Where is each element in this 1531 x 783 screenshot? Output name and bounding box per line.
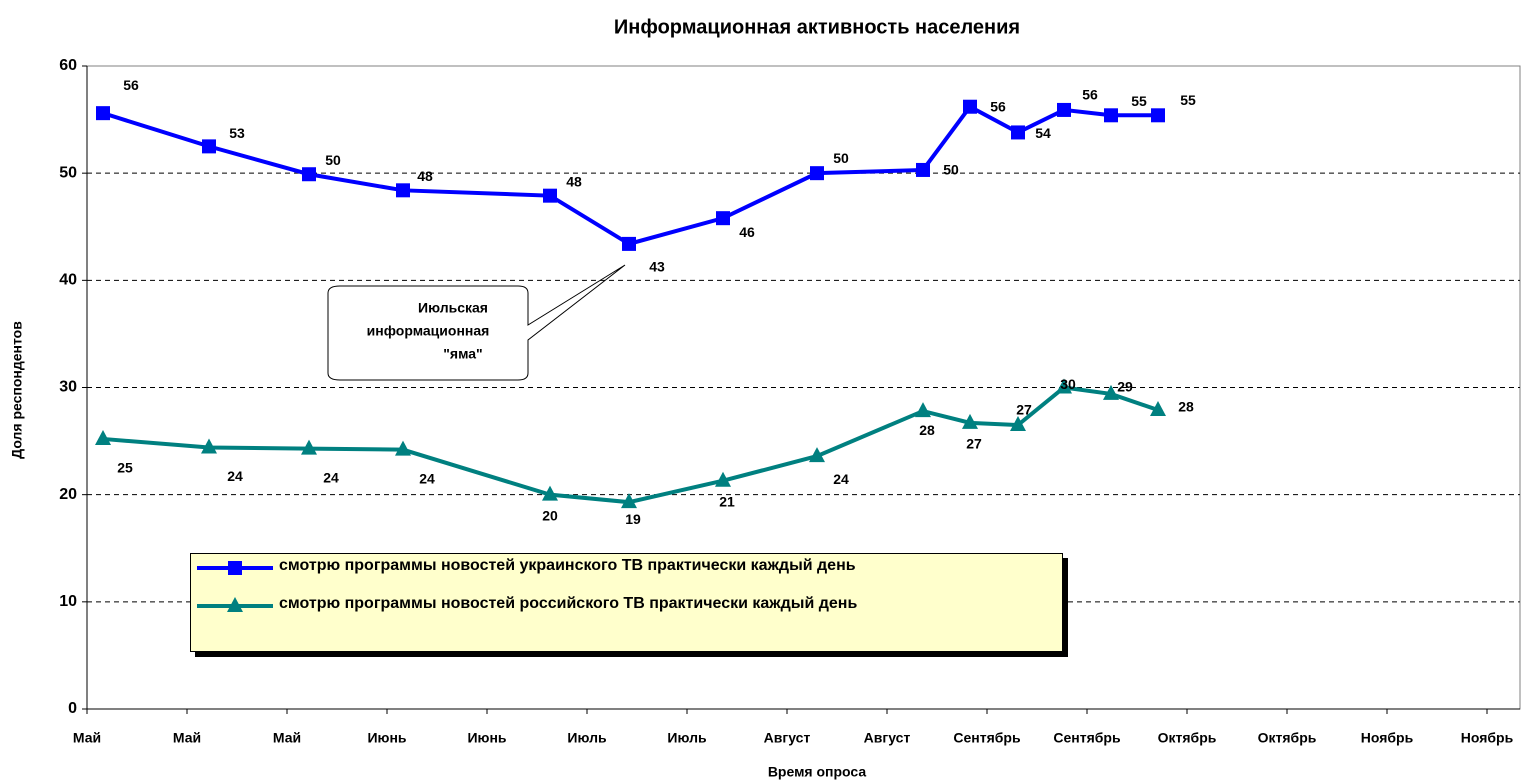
x-tick-label: Октябрь bbox=[1258, 730, 1317, 746]
marker bbox=[915, 402, 931, 418]
data-label: 27 bbox=[1016, 402, 1032, 418]
x-tick-label: Сентябрь bbox=[1053, 730, 1121, 746]
annotation-text: "яма" bbox=[443, 346, 482, 362]
legend-marker bbox=[227, 597, 243, 612]
marker bbox=[1104, 108, 1118, 123]
x-tick-label: Ноябрь bbox=[1461, 730, 1514, 746]
x-tick-label: Июнь bbox=[467, 730, 506, 746]
data-label: 28 bbox=[1178, 399, 1194, 415]
legend-label: смотрю программы новостей российского ТВ… bbox=[279, 595, 858, 612]
data-label: 24 bbox=[419, 470, 435, 486]
legend-swatch bbox=[197, 597, 273, 612]
x-tick-label: Август bbox=[764, 730, 811, 746]
data-label: 43 bbox=[649, 259, 665, 275]
marker bbox=[809, 447, 825, 463]
x-tick-label: Май bbox=[273, 730, 301, 746]
marker bbox=[1103, 384, 1119, 400]
marker bbox=[396, 183, 410, 198]
marker bbox=[542, 485, 558, 501]
x-tick-label: Август bbox=[864, 730, 911, 746]
marker bbox=[962, 413, 978, 429]
data-label: 50 bbox=[943, 162, 959, 178]
marker bbox=[1056, 378, 1072, 394]
marker bbox=[202, 139, 216, 154]
marker bbox=[716, 211, 730, 226]
legend-marker bbox=[228, 561, 242, 575]
marker bbox=[1010, 416, 1026, 432]
marker bbox=[1151, 108, 1165, 123]
marker bbox=[715, 471, 731, 487]
data-label: 46 bbox=[739, 224, 755, 240]
data-label: 20 bbox=[542, 507, 558, 523]
annotation-text: информационная bbox=[367, 323, 490, 339]
y-tick-label: 30 bbox=[59, 379, 77, 396]
y-tick-label: 10 bbox=[59, 593, 77, 610]
legend-label: смотрю программы новостей украинского ТВ… bbox=[279, 557, 856, 574]
marker bbox=[622, 236, 636, 251]
data-label: 24 bbox=[833, 471, 849, 487]
marker bbox=[963, 99, 977, 114]
x-tick-label: Июнь bbox=[367, 730, 406, 746]
annotation-text: Июльская bbox=[418, 300, 488, 316]
marker bbox=[95, 429, 111, 445]
data-label: 25 bbox=[117, 460, 133, 476]
data-label: 56 bbox=[1082, 87, 1098, 103]
marker bbox=[1011, 125, 1025, 140]
chart-title: Информационная активность населения bbox=[614, 16, 1020, 38]
data-label: 28 bbox=[919, 422, 935, 438]
data-label: 50 bbox=[325, 152, 341, 168]
marker bbox=[621, 493, 637, 509]
x-tick-label: Май bbox=[73, 730, 101, 746]
legend-swatch bbox=[197, 561, 273, 575]
data-label: 56 bbox=[990, 98, 1006, 114]
annotation-callout bbox=[327, 264, 626, 381]
y-tick-label: 0 bbox=[68, 700, 77, 717]
series-line bbox=[102, 104, 1158, 247]
data-label: 30 bbox=[1060, 376, 1076, 392]
data-label: 56 bbox=[123, 77, 139, 93]
data-label: 54 bbox=[1035, 125, 1051, 141]
x-tick-label: Май bbox=[173, 730, 201, 746]
marker bbox=[302, 167, 316, 182]
y-tick-label: 40 bbox=[59, 272, 77, 289]
marker bbox=[96, 106, 110, 121]
marker bbox=[301, 439, 317, 455]
data-label: 55 bbox=[1131, 93, 1147, 109]
y-axis-label: Доля респондентов bbox=[9, 321, 25, 459]
x-tick-label: Июль bbox=[567, 730, 607, 746]
data-label: 24 bbox=[323, 469, 339, 485]
x-tick-label: Октябрь bbox=[1158, 730, 1217, 746]
x-axis-label: Время опроса bbox=[768, 764, 867, 780]
data-label: 27 bbox=[966, 436, 982, 452]
data-label: 21 bbox=[719, 493, 735, 509]
y-tick-label: 20 bbox=[59, 486, 77, 503]
data-label: 53 bbox=[229, 125, 245, 141]
x-tick-label: Июль bbox=[667, 730, 707, 746]
series-line bbox=[102, 385, 1159, 505]
marker bbox=[810, 166, 824, 181]
x-tick-label: Ноябрь bbox=[1361, 730, 1414, 746]
marker bbox=[1057, 102, 1071, 117]
data-label: 48 bbox=[566, 173, 582, 189]
marker bbox=[1150, 401, 1166, 417]
data-label: 19 bbox=[625, 511, 641, 527]
y-tick-label: 50 bbox=[59, 164, 77, 181]
data-label: 29 bbox=[1117, 379, 1133, 395]
marker bbox=[395, 440, 411, 456]
data-label: 48 bbox=[417, 168, 433, 184]
data-label: 24 bbox=[227, 468, 243, 484]
data-label: 55 bbox=[1180, 92, 1196, 108]
x-tick-label: Сентябрь bbox=[953, 730, 1021, 746]
legend: смотрю программы новостей украинского ТВ… bbox=[190, 553, 1063, 652]
y-tick-label: 60 bbox=[59, 57, 77, 74]
marker bbox=[201, 438, 217, 454]
marker bbox=[916, 162, 930, 177]
marker bbox=[543, 188, 557, 203]
data-label: 50 bbox=[833, 150, 849, 166]
